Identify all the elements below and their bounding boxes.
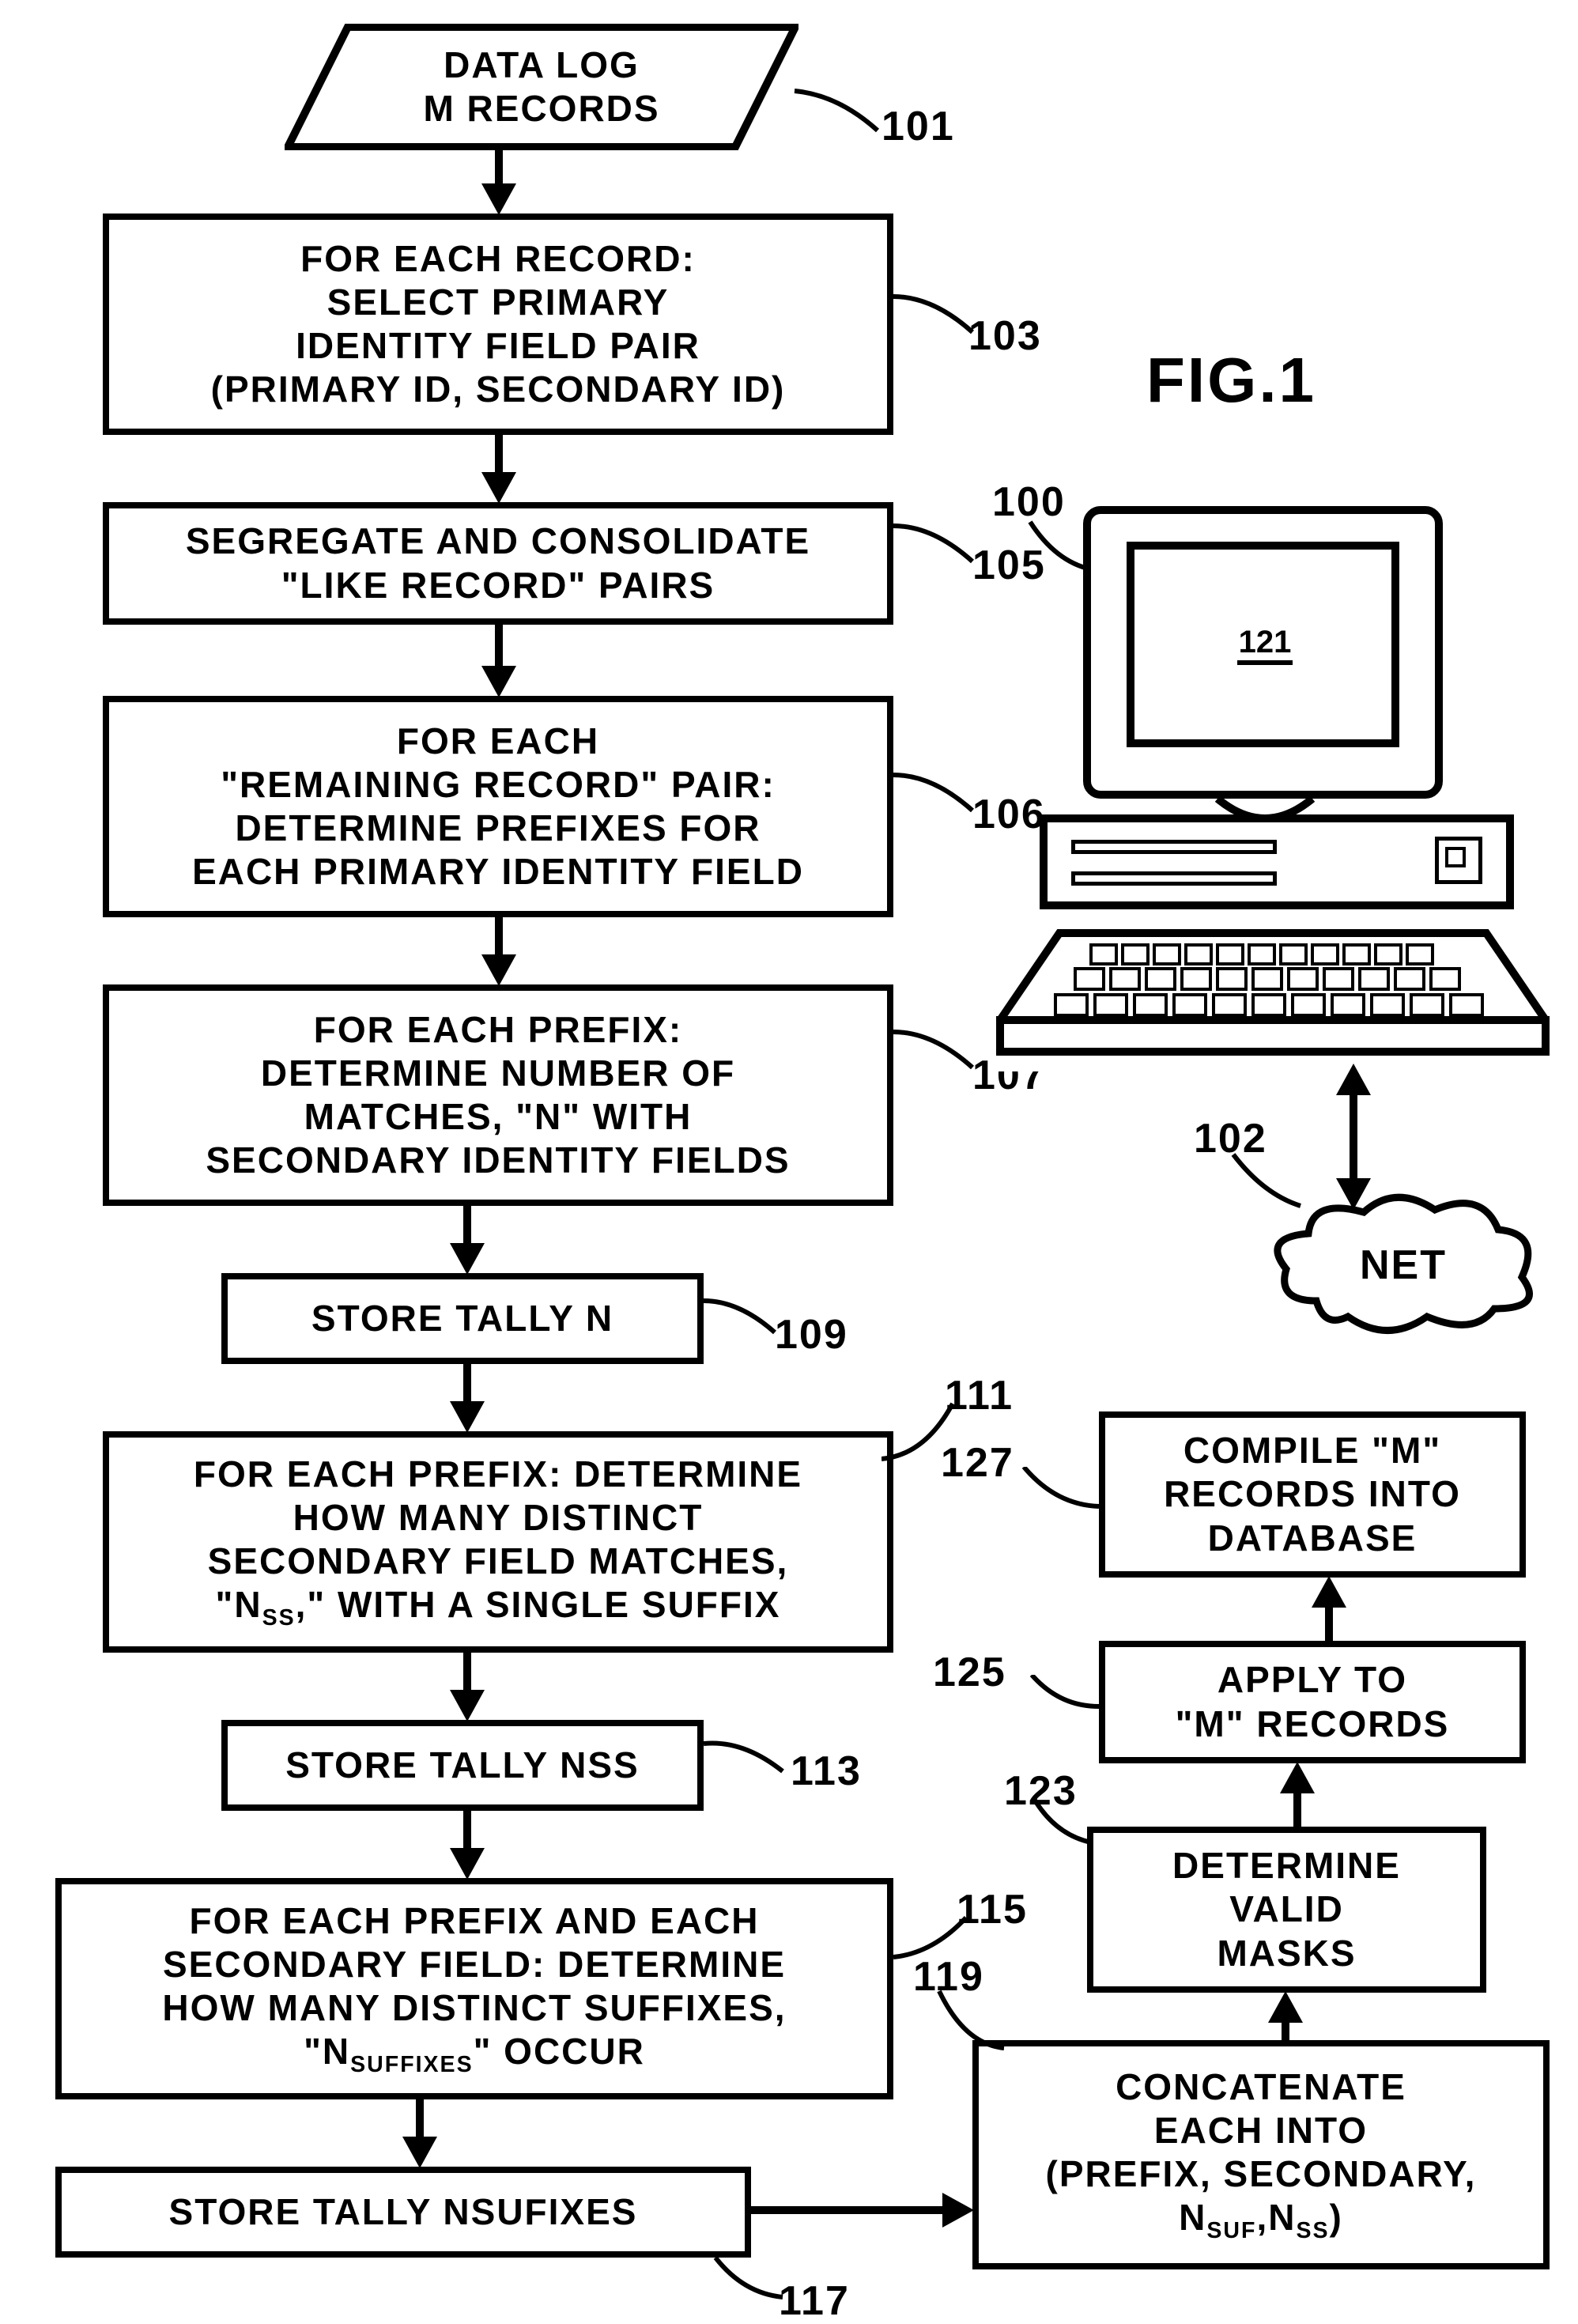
- edge-105-106: [495, 625, 503, 672]
- node-123-text: DETERMINEVALIDMASKS: [1172, 1844, 1401, 1975]
- arrow-109-111: [450, 1401, 485, 1433]
- leader-113: [704, 1736, 791, 1783]
- label-101: 101: [881, 103, 955, 150]
- node-105-text: SEGREGATE AND CONSOLIDATE"LIKE RECORD" P…: [186, 520, 810, 607]
- leader-106: [893, 771, 980, 818]
- node-115: FOR EACH PREFIX AND EACHSECONDARY FIELD:…: [55, 1878, 893, 2099]
- leader-105: [893, 522, 980, 569]
- arrow-net-up: [1336, 1064, 1371, 1095]
- arrow-105-106: [481, 666, 516, 697]
- node-109-text: STORE TALLY N: [311, 1297, 613, 1340]
- node-119-text: CONCATENATEEACH INTO(PREFIX, SECONDARY,N…: [1046, 2065, 1477, 2245]
- node-125-text: APPLY TO"M" RECORDS: [1176, 1658, 1450, 1745]
- leader-107: [893, 1028, 980, 1075]
- arrow-106-107: [481, 954, 516, 986]
- label-115: 115: [957, 1886, 1028, 1933]
- node-105: SEGREGATE AND CONSOLIDATE"LIKE RECORD" P…: [103, 502, 893, 625]
- node-101: DATA LOGM RECORDS: [285, 24, 798, 150]
- screen-text: 121: [1239, 625, 1292, 659]
- node-115-text: FOR EACH PREFIX AND EACHSECONDARY FIELD:…: [162, 1899, 786, 2079]
- node-123: DETERMINEVALIDMASKS: [1087, 1827, 1486, 1993]
- keyboard: [996, 925, 1550, 1071]
- node-109: STORE TALLY N: [221, 1273, 704, 1364]
- monitor-text: 121: [1237, 625, 1293, 665]
- arrow-111-113: [450, 1690, 485, 1721]
- node-125: APPLY TO"M" RECORDS: [1099, 1641, 1526, 1763]
- node-103-text: FOR EACH RECORD:SELECT PRIMARYIDENTITY F…: [211, 237, 786, 412]
- leader-127: [1020, 1467, 1103, 1514]
- arrow-117-119: [942, 2193, 974, 2228]
- node-107: FOR EACH PREFIX:DETERMINE NUMBER OFMATCH…: [103, 984, 893, 1206]
- arrow-101-103: [481, 183, 516, 215]
- node-111: FOR EACH PREFIX: DETERMINEHOW MANY DISTI…: [103, 1431, 893, 1653]
- edge-computer-net: [1350, 1083, 1357, 1190]
- label-100: 100: [992, 478, 1066, 526]
- label-117: 117: [779, 2277, 850, 2324]
- label-109: 109: [775, 1311, 848, 1359]
- node-113: STORE TALLY NSS: [221, 1720, 704, 1811]
- node-106-text: FOR EACH"REMAINING RECORD" PAIR:DETERMIN…: [192, 720, 804, 894]
- arrow-103-105: [481, 472, 516, 504]
- label-111: 111: [945, 1372, 1014, 1419]
- leader-125: [1028, 1675, 1103, 1714]
- node-117: STORE TALLY NSUFIXES: [55, 2167, 751, 2258]
- leader-101: [791, 87, 893, 142]
- node-103: FOR EACH RECORD:SELECT PRIMARYIDENTITY F…: [103, 214, 893, 435]
- arrow-113-115: [450, 1848, 485, 1880]
- node-127-text: COMPILE "M"RECORDS INTODATABASE: [1164, 1429, 1461, 1560]
- node-106: FOR EACH"REMAINING RECORD" PAIR:DETERMIN…: [103, 696, 893, 917]
- label-102: 102: [1194, 1115, 1267, 1162]
- figure-title: FIG.1: [1146, 344, 1316, 417]
- node-107-text: FOR EACH PREFIX:DETERMINE NUMBER OFMATCH…: [206, 1008, 790, 1183]
- arrow-115-117: [402, 2137, 437, 2168]
- node-119: CONCATENATEEACH INTO(PREFIX, SECONDARY,N…: [972, 2040, 1550, 2269]
- arrow-125-127: [1312, 1576, 1346, 1608]
- arrow-107-109: [450, 1243, 485, 1275]
- label-119: 119: [913, 1953, 984, 2001]
- node-113-text: STORE TALLY NSS: [285, 1744, 640, 1787]
- label-125: 125: [933, 1649, 1006, 1696]
- arrow-123-125: [1280, 1762, 1315, 1793]
- leader-103: [893, 293, 980, 340]
- node-101-text: DATA LOGM RECORDS: [423, 43, 659, 130]
- leader-109: [704, 1297, 783, 1340]
- net-text: NET: [1360, 1241, 1447, 1289]
- label-123: 123: [1004, 1767, 1078, 1815]
- arrow-119-123: [1268, 1991, 1303, 2023]
- node-111-text: FOR EACH PREFIX: DETERMINEHOW MANY DISTI…: [194, 1453, 802, 1632]
- node-117-text: STORE TALLY NSUFIXES: [169, 2190, 638, 2234]
- label-106: 106: [972, 791, 1046, 838]
- label-127: 127: [941, 1439, 1014, 1487]
- edge-117-119: [751, 2206, 945, 2214]
- flowchart-canvas: FIG.1 DATA LOGM RECORDS 101 FOR EACH REC…: [0, 0, 1578, 2324]
- tower: [1040, 814, 1514, 909]
- label-113: 113: [791, 1748, 862, 1795]
- node-127: COMPILE "M"RECORDS INTODATABASE: [1099, 1411, 1526, 1578]
- label-103: 103: [968, 312, 1042, 360]
